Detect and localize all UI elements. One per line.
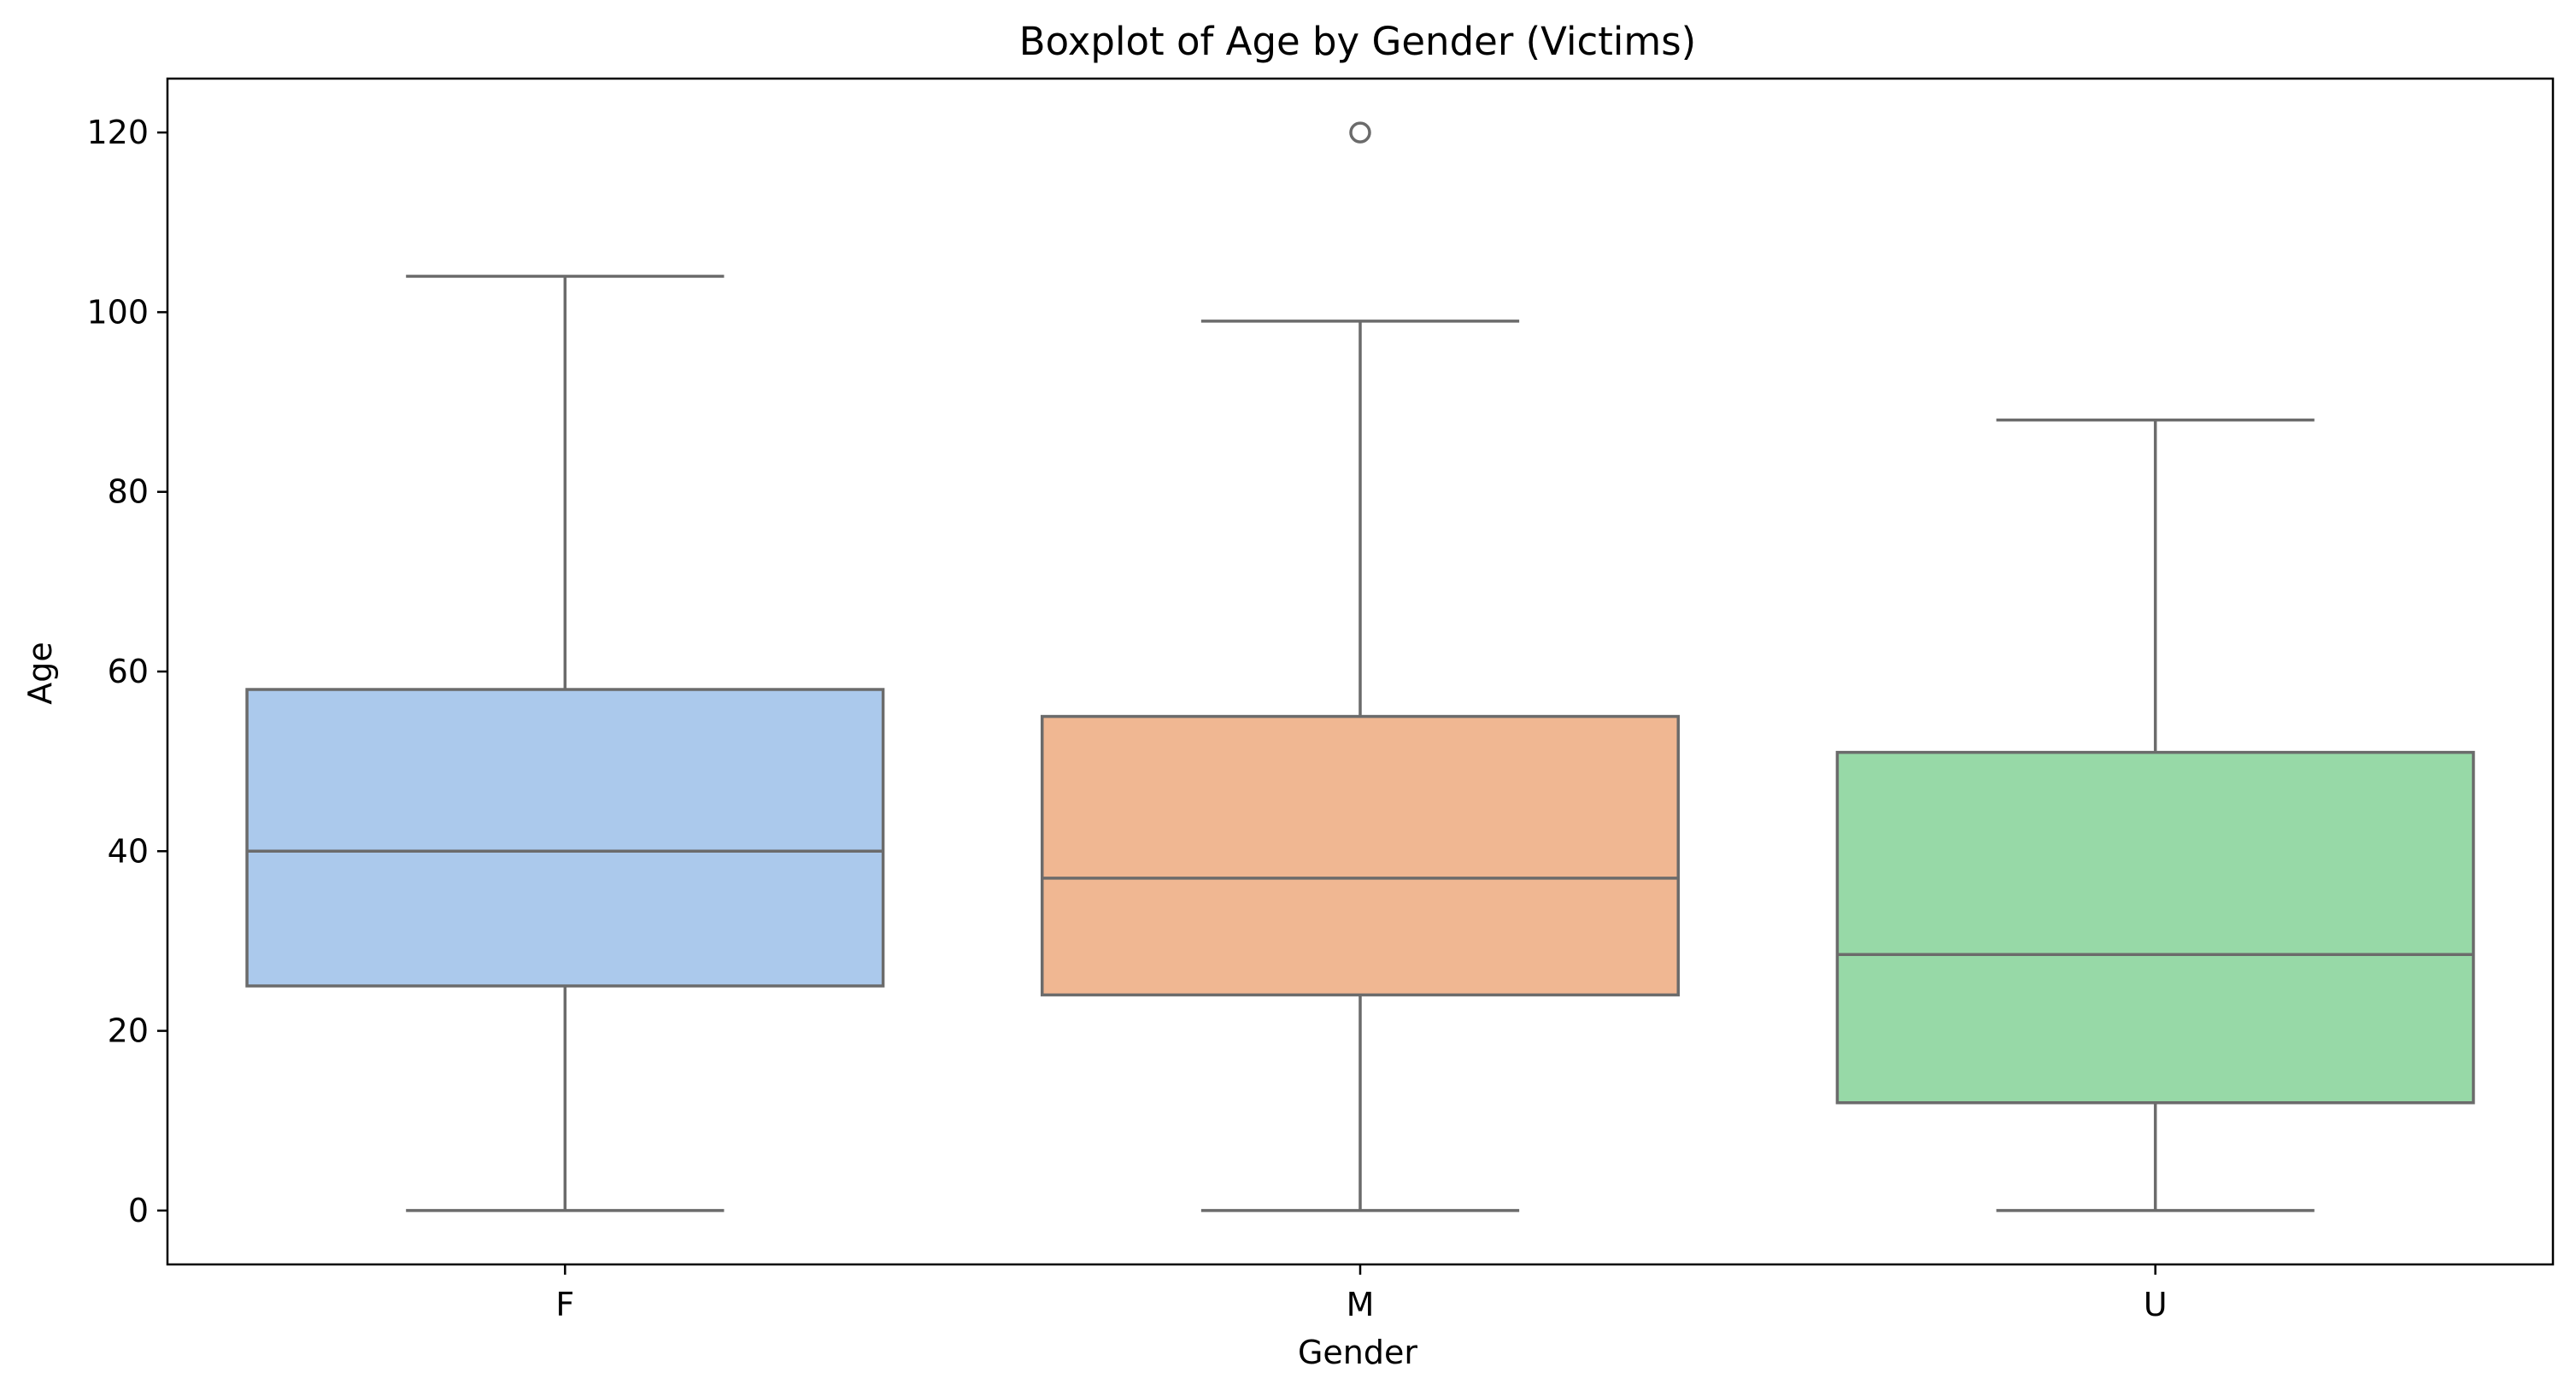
box-group-F xyxy=(245,274,885,1212)
y-tick-label: 0 xyxy=(128,1192,149,1229)
iqr-box xyxy=(1835,750,2475,1105)
y-axis-title: Age xyxy=(21,642,59,705)
x-tick-label: U xyxy=(2144,1286,2168,1323)
x-tick-label: M xyxy=(1347,1286,1375,1323)
iqr-box xyxy=(245,688,885,988)
box-group-U xyxy=(1835,418,2475,1212)
plot-area xyxy=(245,121,2475,1212)
y-tick-label: 120 xyxy=(86,114,149,151)
y-tick-label: 40 xyxy=(108,832,149,870)
chart-title: Boxplot of Age by Gender (Victims) xyxy=(1019,19,1696,64)
box-group-M xyxy=(1040,121,1681,1212)
y-tick-label: 80 xyxy=(108,473,149,511)
y-tick-label: 20 xyxy=(108,1012,149,1050)
iqr-box xyxy=(1040,714,1681,997)
y-axis: 0 20 40 60 80 100 120 xyxy=(86,114,167,1229)
x-tick-label: F xyxy=(555,1286,574,1323)
y-tick-label: 100 xyxy=(86,293,149,331)
y-tick-label: 60 xyxy=(108,653,149,690)
outlier-point xyxy=(1349,121,1371,144)
x-axis-title: Gender xyxy=(1298,1334,1417,1371)
